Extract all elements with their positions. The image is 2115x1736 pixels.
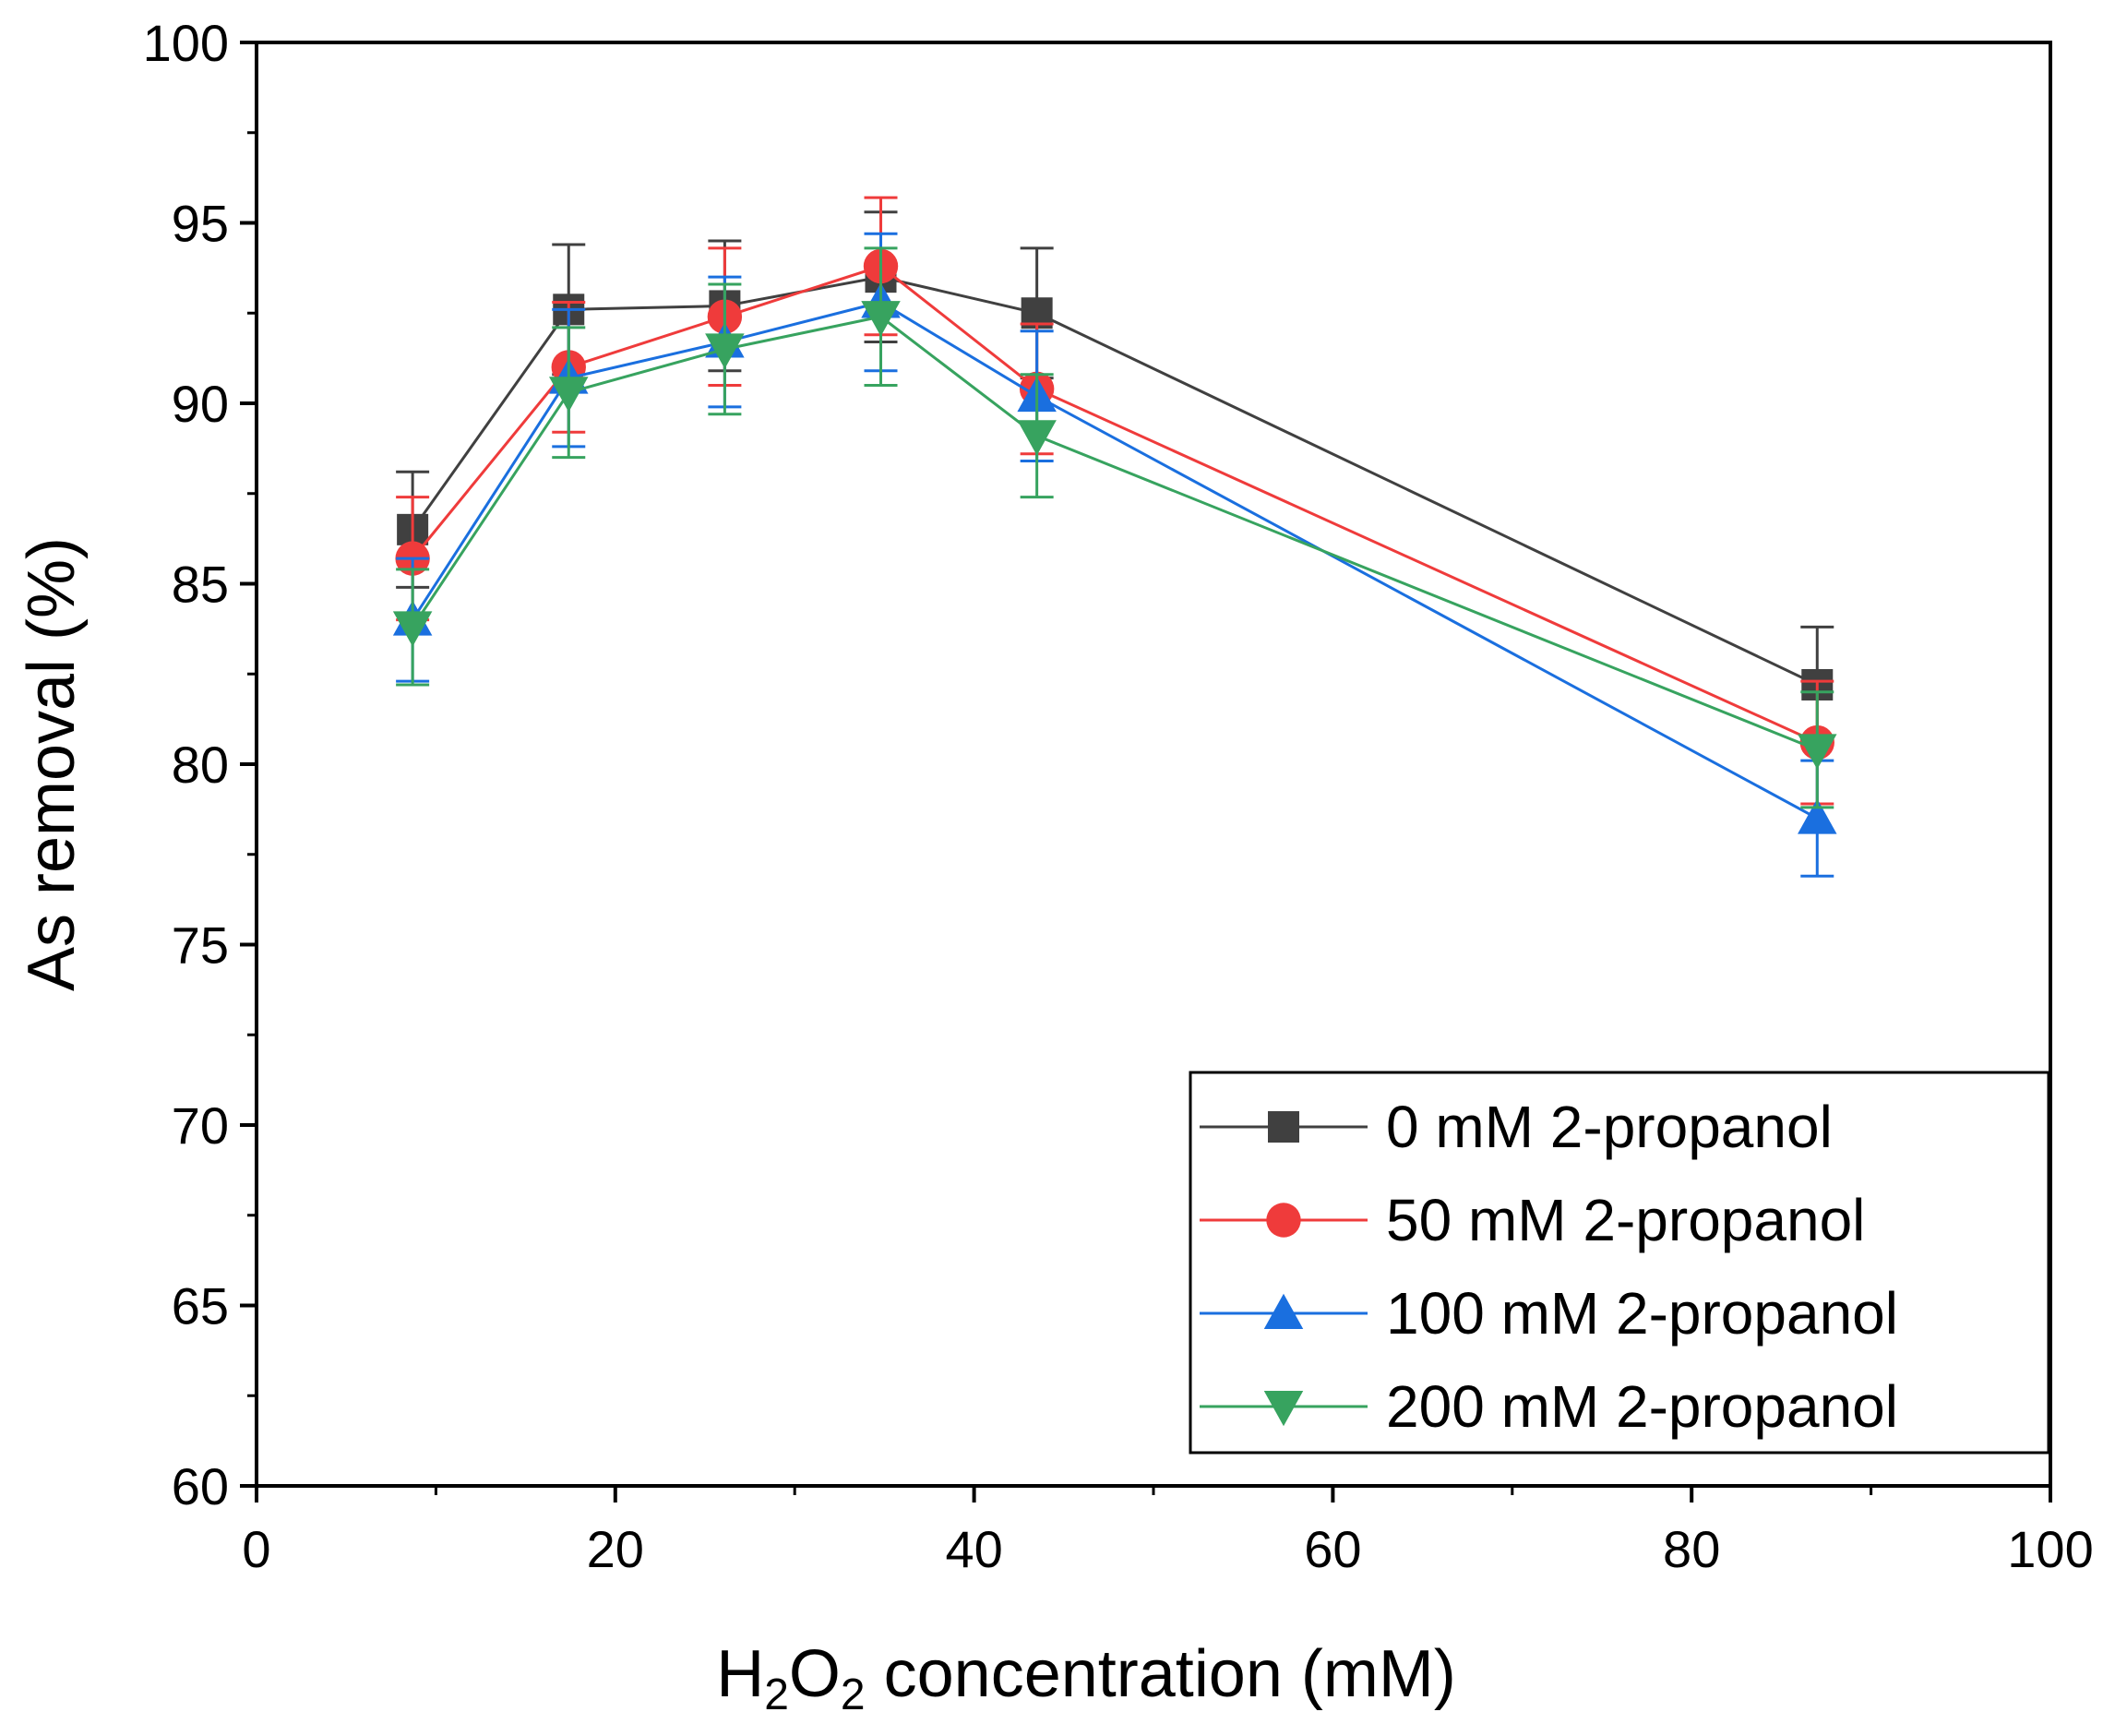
y-tick-label: 95 <box>172 195 229 253</box>
series-line <box>411 264 1818 744</box>
series-3 <box>392 246 1837 809</box>
data-point <box>549 377 589 413</box>
legend-label: 200 mM 2-propanol <box>1386 1373 1898 1440</box>
data-point <box>1798 798 1837 834</box>
series-line <box>411 315 1818 751</box>
legend-label: 100 mM 2-propanol <box>1386 1280 1898 1347</box>
data-point <box>861 301 901 337</box>
y-tick-label: 75 <box>172 916 229 975</box>
legend-marker <box>1263 1293 1304 1329</box>
y-tick-label: 60 <box>172 1457 229 1515</box>
x-axis-title: H2O2 concentration (mM) <box>716 1637 1456 1719</box>
legend: 0 mM 2-propanol 50 mM 2-propanol 100 mM 2-… <box>1189 1071 2050 1455</box>
y-tick-label: 90 <box>172 375 229 433</box>
x-tick-label: 20 <box>587 1520 644 1578</box>
x-tick-label: 0 <box>242 1520 270 1578</box>
x-tick-label: 40 <box>945 1520 1002 1578</box>
data-point <box>1017 420 1057 456</box>
legend-label: 0 mM 2-propanol <box>1386 1094 1833 1160</box>
y-tick-label: 70 <box>172 1096 229 1155</box>
y-tick-label: 100 <box>143 14 229 72</box>
x-axis: 0 20 40 60 80 100 <box>242 1486 2094 1578</box>
legend-box <box>1189 1071 2050 1455</box>
y-tick-label: 65 <box>172 1277 229 1335</box>
y-axis-title: As removal (%) <box>15 537 89 991</box>
x-tick-label: 60 <box>1304 1520 1361 1578</box>
series-line <box>411 300 1818 820</box>
y-tick-label: 80 <box>172 736 229 794</box>
legend-marker <box>1263 1391 1304 1427</box>
x-tick-label: 80 <box>1663 1520 1720 1578</box>
data-point <box>392 611 433 647</box>
y-tick-label: 85 <box>172 556 229 614</box>
legend-marker <box>1268 1111 1299 1143</box>
data-point <box>705 333 745 369</box>
series-layer <box>392 196 1837 878</box>
x-tick-label: 100 <box>2007 1520 2093 1578</box>
legend-label: 50 mM 2-propanol <box>1386 1187 1865 1253</box>
legend-marker <box>1266 1203 1301 1238</box>
y-axis: 60 65 70 75 80 85 90 95 100 <box>143 14 257 1515</box>
legend-entries: 0 mM 2-propanol 50 mM 2-propanol 100 mM 2-… <box>1200 1094 1898 1440</box>
data-point <box>1798 734 1837 770</box>
